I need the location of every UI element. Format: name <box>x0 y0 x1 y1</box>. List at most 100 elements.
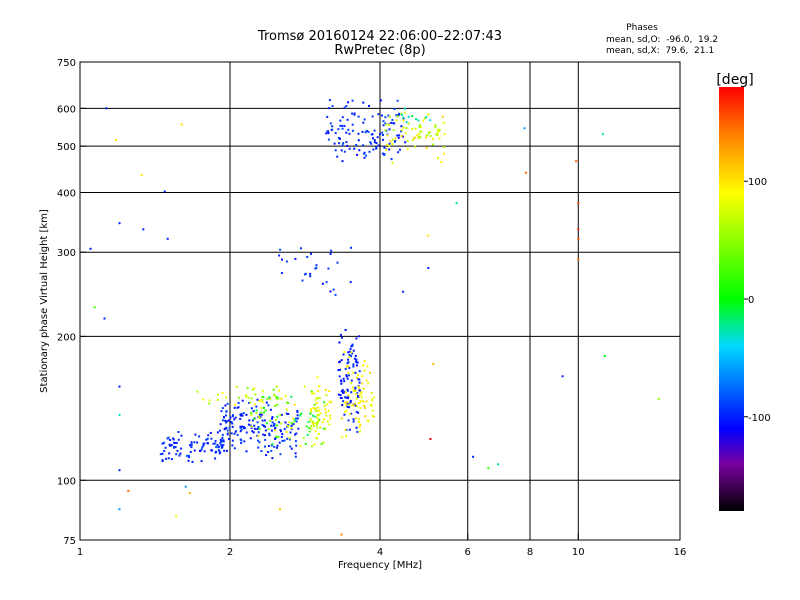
data-point <box>233 432 236 435</box>
data-point <box>347 374 350 377</box>
data-point <box>427 267 430 269</box>
data-point <box>159 453 162 456</box>
data-point <box>288 438 291 441</box>
data-point <box>295 417 297 420</box>
data-point <box>261 419 264 422</box>
x-tick-label: 10 <box>572 547 585 558</box>
data-point <box>362 121 365 124</box>
data-point <box>314 422 317 425</box>
data-point <box>239 425 242 428</box>
data-point <box>255 411 258 414</box>
data-point <box>369 141 372 144</box>
data-point <box>405 127 408 129</box>
data-point <box>356 392 359 395</box>
data-point <box>251 419 254 422</box>
data-point <box>312 407 315 410</box>
data-point <box>263 419 266 422</box>
data-point <box>363 369 366 372</box>
data-point <box>314 415 317 418</box>
data-point <box>329 252 332 255</box>
data-point <box>254 393 257 396</box>
data-point <box>169 439 172 441</box>
data-point <box>372 415 375 418</box>
data-point <box>357 411 360 414</box>
data-point <box>363 404 365 407</box>
data-point <box>329 290 332 293</box>
data-point <box>392 138 394 141</box>
data-point <box>362 387 365 390</box>
data-point <box>359 423 362 426</box>
data-point <box>200 448 203 451</box>
data-point <box>354 354 357 357</box>
data-point <box>177 438 180 441</box>
data-point <box>190 443 193 446</box>
data-point <box>234 430 237 433</box>
data-point <box>429 119 432 122</box>
data-point <box>404 141 407 144</box>
data-point <box>425 136 428 139</box>
data-point <box>340 390 343 393</box>
data-point <box>228 426 231 429</box>
data-point <box>438 130 440 133</box>
data-point <box>368 150 371 153</box>
data-point <box>260 406 263 409</box>
data-point <box>345 141 348 144</box>
data-point <box>309 417 312 420</box>
data-point <box>281 433 284 436</box>
data-point <box>345 396 348 399</box>
data-point <box>344 391 347 394</box>
y-tick-label: 400 <box>57 188 76 199</box>
data-point <box>188 454 190 457</box>
data-point <box>267 404 270 407</box>
data-point <box>161 442 164 445</box>
data-point <box>428 131 431 134</box>
data-point <box>352 404 355 407</box>
data-point <box>273 445 276 448</box>
data-point <box>392 129 395 132</box>
data-point <box>358 381 361 384</box>
data-point <box>341 124 344 127</box>
y-tick-label: 750 <box>57 58 76 69</box>
data-point <box>314 398 317 401</box>
data-point <box>385 123 388 126</box>
data-point <box>326 420 329 423</box>
data-point <box>315 423 318 426</box>
data-point <box>373 396 376 399</box>
data-point <box>294 440 297 443</box>
data-point <box>343 150 346 153</box>
data-point <box>295 444 298 447</box>
data-point <box>228 438 230 440</box>
data-point <box>253 424 256 427</box>
data-point <box>348 406 351 409</box>
data-point <box>118 508 121 511</box>
data-point <box>275 424 278 427</box>
data-point <box>172 437 175 440</box>
data-point <box>267 428 270 431</box>
data-point <box>346 362 349 365</box>
data-point <box>395 119 398 122</box>
data-point <box>199 449 202 452</box>
data-point <box>248 419 251 422</box>
data-point <box>275 385 278 388</box>
data-point <box>371 399 374 402</box>
data-point <box>577 237 580 240</box>
data-point <box>234 416 237 419</box>
data-point <box>377 113 380 116</box>
data-point <box>284 421 287 424</box>
data-point <box>285 412 288 415</box>
data-point <box>417 135 420 138</box>
data-point <box>346 406 349 408</box>
data-point <box>235 385 238 388</box>
data-point <box>273 428 276 430</box>
data-point <box>250 397 253 400</box>
data-point <box>272 388 275 391</box>
data-point <box>402 135 404 138</box>
data-point <box>367 419 370 422</box>
data-point <box>353 147 356 150</box>
data-point <box>239 414 242 417</box>
data-point <box>400 125 403 128</box>
x-tick-label: 8 <box>527 547 533 558</box>
data-point <box>311 392 313 395</box>
data-point <box>189 451 192 453</box>
data-point <box>118 413 121 416</box>
